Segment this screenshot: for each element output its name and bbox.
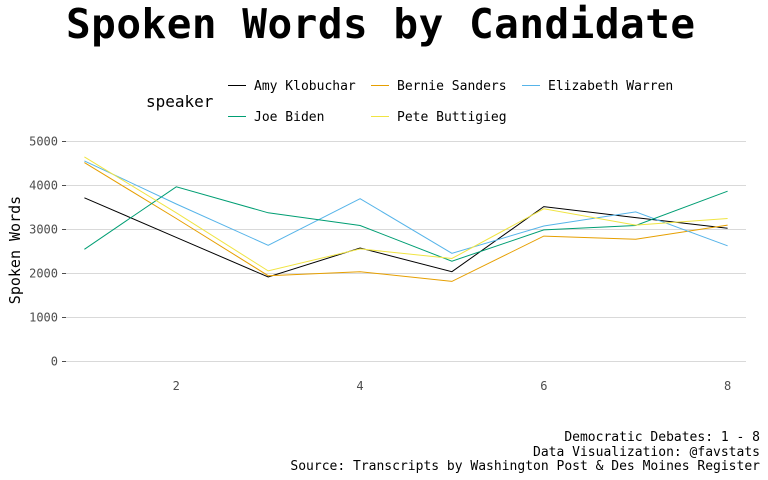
legend-key-joe-biden bbox=[228, 116, 246, 117]
caption-line-1: Democratic Debates: 1 - 8 bbox=[564, 430, 760, 445]
legend-key-pete-buttigieg bbox=[371, 116, 389, 117]
y-axis-label: Spoken Words bbox=[6, 196, 24, 304]
caption-line-3: Source: Transcripts by Washington Post &… bbox=[290, 459, 760, 474]
series-line-amy-klobuchar bbox=[84, 197, 728, 278]
legend-title: speaker bbox=[146, 92, 214, 111]
legend-label-bernie-sanders: Bernie Sanders bbox=[397, 79, 507, 94]
legend-label-amy-klobuchar: Amy Klobuchar bbox=[254, 79, 356, 94]
caption-line-2: Data Visualization: @favstats bbox=[533, 444, 760, 460]
x-tick-label-8: 8 bbox=[724, 379, 731, 393]
y-tick-label-0: 0 bbox=[51, 355, 58, 369]
legend-item-pete-buttigieg: Pete Buttigieg bbox=[371, 110, 507, 125]
legend-key-amy-klobuchar bbox=[228, 85, 246, 86]
x-tick-label-2: 2 bbox=[173, 379, 180, 393]
y-tick-label-5000: 5000 bbox=[29, 135, 58, 149]
legend-label-pete-buttigieg: Pete Buttigieg bbox=[397, 110, 507, 125]
series-line-joe-biden bbox=[84, 186, 728, 262]
series-line-bernie-sanders bbox=[84, 162, 728, 282]
x-tick-label-4: 4 bbox=[356, 379, 363, 393]
legend-item-amy-klobuchar: Amy Klobuchar bbox=[228, 79, 356, 94]
legend-key-elizabeth-warren bbox=[522, 85, 540, 86]
y-tick-label-4000: 4000 bbox=[29, 179, 58, 193]
x-tick-label-6: 6 bbox=[540, 379, 547, 393]
legend-item-bernie-sanders: Bernie Sanders bbox=[371, 79, 507, 94]
legend-label-joe-biden: Joe Biden bbox=[254, 110, 325, 125]
series-line-elizabeth-warren bbox=[84, 160, 728, 254]
y-tick-label-3000: 3000 bbox=[29, 223, 58, 237]
series-line-pete-buttigieg bbox=[84, 156, 728, 272]
y-tick-label-2000: 2000 bbox=[29, 267, 58, 281]
legend-key-bernie-sanders bbox=[371, 85, 389, 86]
chart-title: Spoken Words by Candidate bbox=[66, 0, 696, 48]
caption: Democratic Debates: 1 - 8 Data Visualiza… bbox=[290, 430, 760, 475]
legend-label-elizabeth-warren: Elizabeth Warren bbox=[548, 79, 674, 94]
legend-item-elizabeth-warren: Elizabeth Warren bbox=[522, 79, 673, 94]
y-tick-label-1000: 1000 bbox=[29, 311, 58, 325]
legend-item-joe-biden: Joe Biden bbox=[228, 110, 324, 125]
